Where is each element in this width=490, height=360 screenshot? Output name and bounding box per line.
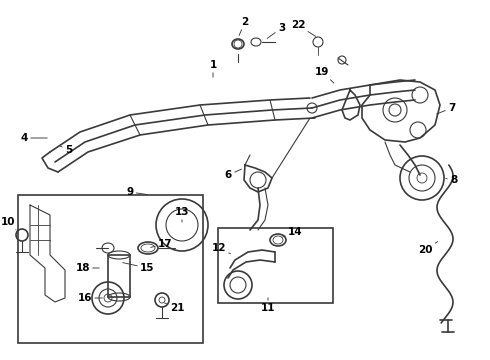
Bar xyxy=(108,255,130,297)
Text: 14: 14 xyxy=(283,227,303,237)
Text: 15: 15 xyxy=(122,262,154,273)
Text: 3: 3 xyxy=(267,23,285,39)
Bar xyxy=(218,228,333,303)
Text: 11: 11 xyxy=(261,298,275,313)
Text: 17: 17 xyxy=(151,239,172,249)
Text: 21: 21 xyxy=(165,303,185,313)
Text: 7: 7 xyxy=(437,103,455,114)
Text: 9: 9 xyxy=(126,187,147,197)
Text: 5: 5 xyxy=(60,145,72,155)
Text: 18: 18 xyxy=(75,263,99,273)
Text: 1: 1 xyxy=(209,60,217,77)
Text: 19: 19 xyxy=(315,67,334,83)
Text: 8: 8 xyxy=(446,175,457,185)
Text: 2: 2 xyxy=(239,17,248,35)
Text: 16: 16 xyxy=(77,293,102,303)
Bar xyxy=(18,195,203,343)
Text: 13: 13 xyxy=(175,207,189,222)
Text: 22: 22 xyxy=(291,20,316,36)
Text: 12: 12 xyxy=(212,243,230,254)
Text: 10: 10 xyxy=(1,217,16,230)
Text: 20: 20 xyxy=(418,242,438,255)
Text: 6: 6 xyxy=(225,169,242,180)
Text: 4: 4 xyxy=(21,133,47,143)
